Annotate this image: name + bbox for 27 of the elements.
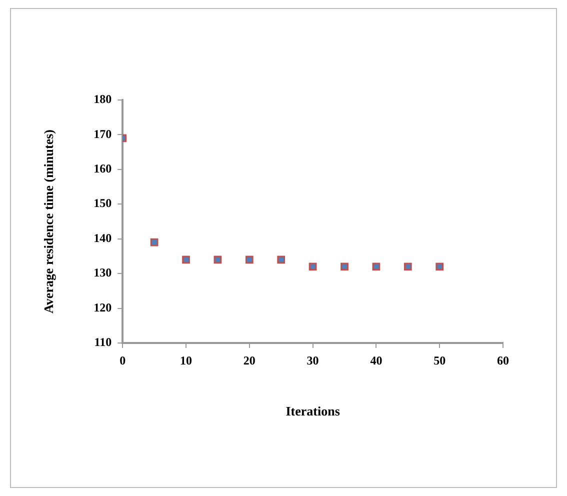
y-tick-label: 150 bbox=[94, 196, 112, 210]
y-tick-label: 170 bbox=[94, 126, 112, 141]
x-tick-label: 10 bbox=[180, 353, 192, 368]
point bbox=[436, 262, 444, 271]
point bbox=[214, 256, 222, 264]
point bbox=[150, 238, 158, 246]
point bbox=[245, 256, 254, 264]
point bbox=[340, 262, 348, 271]
y-tick-label: 110 bbox=[94, 335, 112, 350]
point bbox=[182, 256, 190, 264]
y-tick-label: 130 bbox=[94, 266, 112, 280]
point bbox=[277, 256, 286, 264]
point bbox=[404, 262, 412, 271]
x-tick-label: 0 bbox=[120, 353, 126, 368]
point bbox=[308, 262, 317, 271]
y-tick-label: 140 bbox=[94, 230, 112, 245]
x-tick-label: 60 bbox=[497, 353, 509, 368]
x-tick-label: 40 bbox=[370, 353, 382, 368]
x-tick-label: 30 bbox=[306, 353, 319, 368]
x-tick-label: 50 bbox=[434, 353, 446, 368]
x-tick-label: 20 bbox=[243, 353, 256, 368]
y-tick-label: 160 bbox=[94, 162, 112, 176]
x-axis-title: Iterations bbox=[286, 404, 340, 419]
point bbox=[372, 262, 380, 271]
y-tick-label: 180 bbox=[94, 92, 112, 106]
y-tick-label: 120 bbox=[94, 300, 112, 314]
y-axis-title: Average residence time (minutes) bbox=[41, 130, 56, 314]
